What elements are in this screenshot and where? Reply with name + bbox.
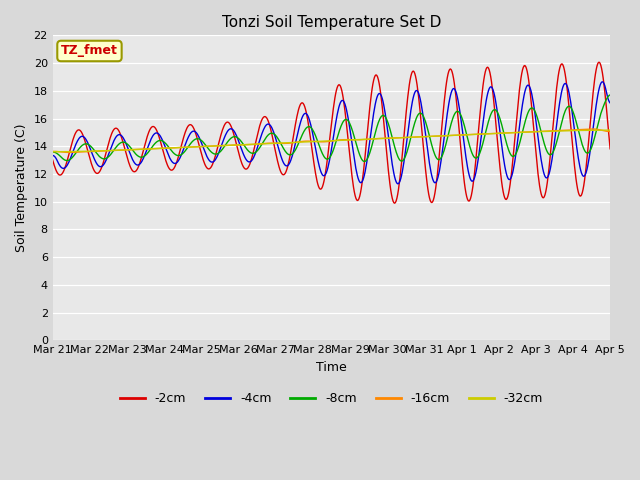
X-axis label: Time: Time xyxy=(316,361,347,374)
Title: Tonzi Soil Temperature Set D: Tonzi Soil Temperature Set D xyxy=(221,15,441,30)
Legend: -2cm, -4cm, -8cm, -16cm, -32cm: -2cm, -4cm, -8cm, -16cm, -32cm xyxy=(115,387,548,410)
Y-axis label: Soil Temperature (C): Soil Temperature (C) xyxy=(15,124,28,252)
Text: TZ_fmet: TZ_fmet xyxy=(61,45,118,58)
